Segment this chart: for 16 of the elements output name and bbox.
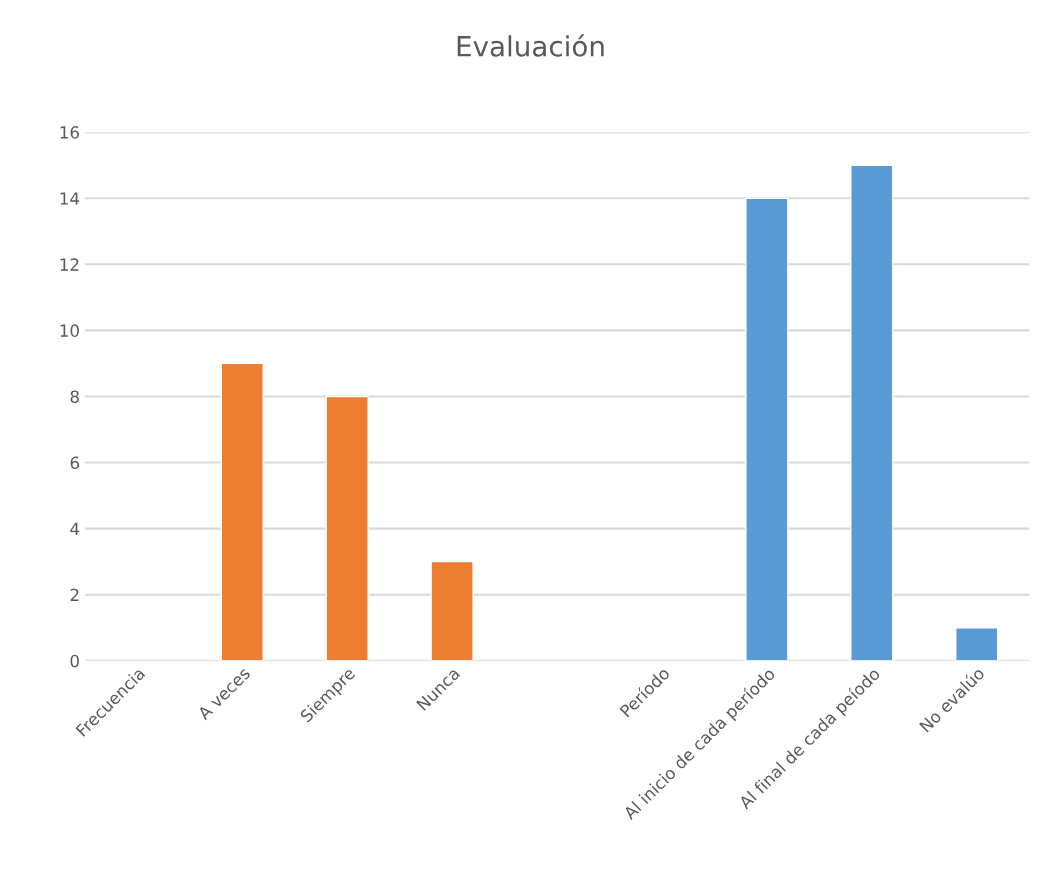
bar — [745, 197, 789, 661]
y-tick-label: 0 — [70, 654, 79, 668]
bar — [220, 362, 264, 661]
bar — [955, 627, 999, 661]
bar — [430, 560, 474, 661]
y-tick-label: 4 — [70, 522, 80, 535]
y-tick-label: 14 — [60, 192, 80, 205]
bar — [850, 164, 894, 661]
y-tick-label: 10 — [60, 324, 79, 337]
y-tick-label: 8 — [70, 390, 79, 404]
chart-title: Evaluación — [457, 34, 604, 57]
y-tick-label: 12 — [60, 258, 79, 271]
y-tick-label: 6 — [70, 456, 79, 470]
y-tick-label: 2 — [70, 588, 79, 602]
y-tick-label: 16 — [60, 126, 79, 139]
bar — [325, 395, 369, 661]
